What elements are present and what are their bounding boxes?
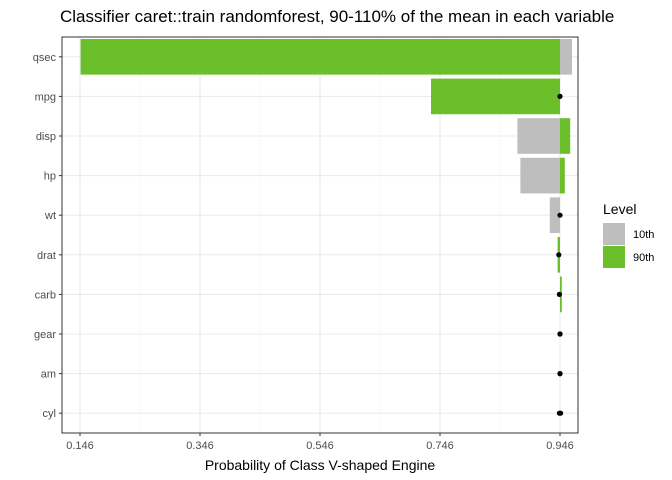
- point-90th-cyl: [558, 410, 564, 416]
- bar-10th-disp: [517, 118, 560, 154]
- grid: [62, 37, 578, 433]
- bar-10th-qsec: [560, 38, 572, 75]
- legend: Level 10th 90th: [603, 201, 654, 268]
- point-10th-mpg: [557, 93, 563, 99]
- point-90th-gear: [557, 331, 563, 337]
- bar-10th-hp: [520, 157, 560, 194]
- y-tick-label-drat: drat: [37, 250, 56, 262]
- legend-title: Level: [603, 201, 636, 217]
- bar-90th-mpg: [431, 78, 560, 115]
- x-tick-label: 0.546: [306, 440, 334, 452]
- y-tick-label-am: am: [41, 369, 56, 381]
- legend-key-10th: [603, 223, 625, 245]
- point-10th-drat: [556, 252, 562, 258]
- bar-10th-wt: [549, 197, 560, 234]
- x-axis-title: Probability of Class V-shaped Engine: [205, 457, 436, 473]
- x-tick-label: 0.946: [546, 440, 574, 452]
- bars: [80, 38, 572, 313]
- legend-label-90th: 90th: [633, 252, 654, 264]
- legend-key-90th: [603, 246, 625, 268]
- point-10th-carb: [556, 291, 563, 297]
- bar-90th-qsec: [80, 38, 560, 75]
- points: [556, 93, 564, 416]
- y-tick-label-cyl: cyl: [43, 408, 56, 420]
- legend-label-10th: 10th: [633, 229, 654, 241]
- x-tick-label: 0.346: [186, 440, 214, 452]
- chart-title: Classifier caret::train randomforest, 90…: [60, 7, 614, 26]
- point-90th-am: [557, 371, 563, 377]
- y-tick-label-disp: disp: [36, 131, 56, 143]
- bar-90th-hp: [560, 157, 565, 194]
- x-tick-label: 0.746: [426, 440, 454, 452]
- bar-90th-disp: [560, 118, 571, 154]
- y-tick-label-mpg: mpg: [35, 91, 56, 103]
- y-tick-label-hp: hp: [44, 171, 56, 183]
- y-tick-label-carb: carb: [35, 289, 56, 301]
- y-tick-label-gear: gear: [34, 329, 56, 341]
- point-90th-wt: [557, 212, 563, 218]
- x-axis: 0.146 0.346 0.546 0.746 0.946: [66, 433, 574, 452]
- y-tick-label-qsec: qsec: [33, 52, 57, 64]
- y-tick-label-wt: wt: [44, 210, 56, 222]
- x-tick-label: 0.146: [66, 440, 94, 452]
- y-axis: qsec mpg disp hp wt drat carb gear am cyl: [33, 52, 62, 420]
